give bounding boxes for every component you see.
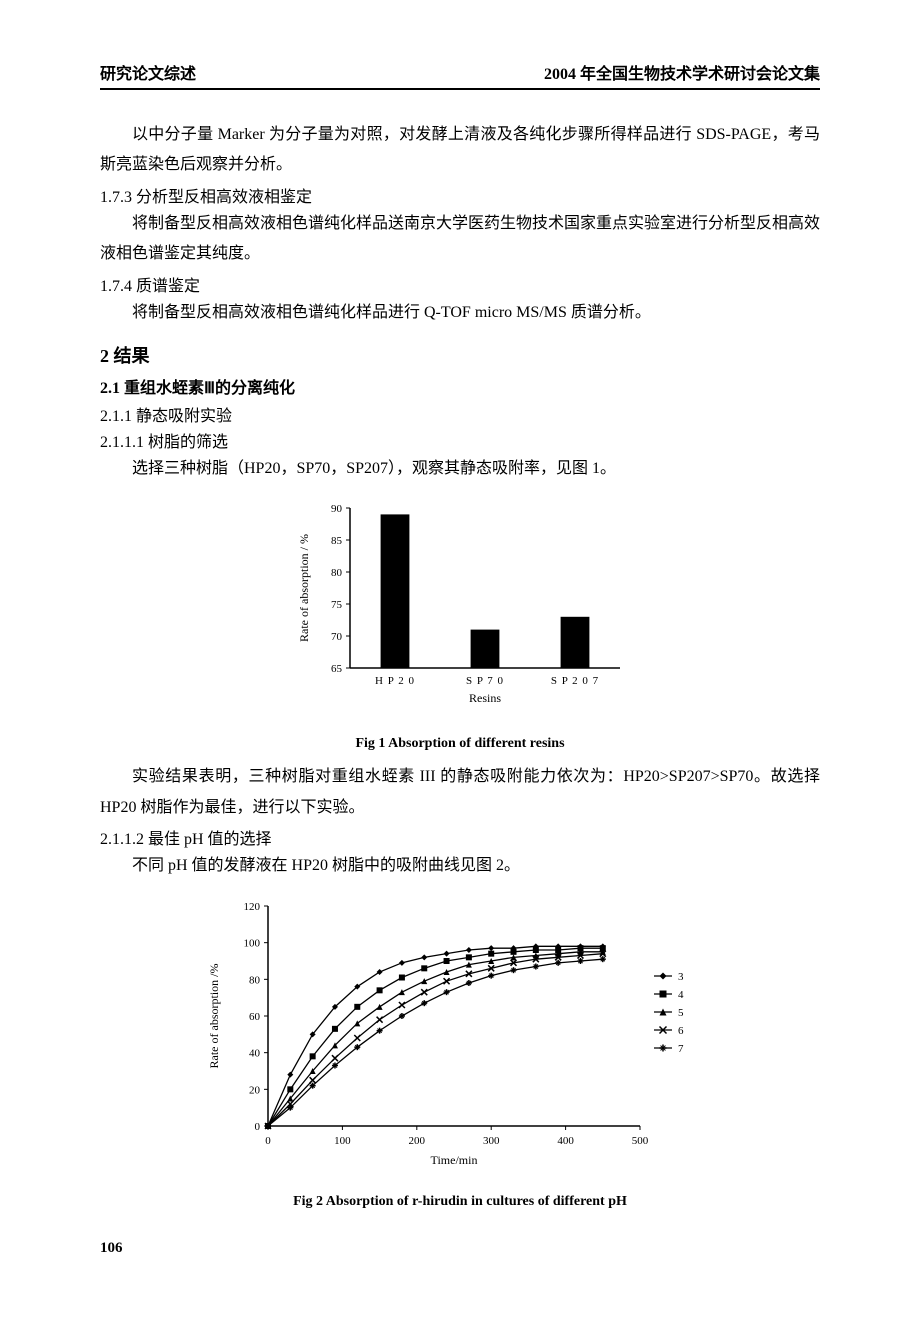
svg-text:Time/min: Time/min	[431, 1153, 478, 1167]
svg-text:80: 80	[331, 567, 343, 579]
paragraph-result1: 实验结果表明，三种树脂对重组水蛭素 III 的静态吸附能力依次为：HP20>SP…	[100, 762, 820, 823]
figure-2: 0 20 40 60 80 100 120 0 100 200 300 400 500 Time/min R…	[100, 896, 820, 1210]
svg-text:7: 7	[678, 1043, 684, 1055]
svg-text:S P 2 0 7: S P 2 0 7	[551, 675, 599, 687]
paragraph-2112: 不同 pH 值的发酵液在 HP20 树脂中的吸附曲线见图 2。	[100, 851, 820, 881]
heading-21: 2.1 重组水蛭素Ⅲ的分离纯化	[100, 374, 820, 398]
svg-text:Resins: Resins	[469, 691, 501, 705]
svg-text:3: 3	[678, 971, 684, 983]
svg-text:20: 20	[249, 1084, 261, 1096]
svg-text:H P 2 0: H P 2 0	[375, 675, 415, 687]
figure-1-caption: Fig 1 Absorption of different resins	[355, 736, 564, 752]
svg-text:200: 200	[409, 1135, 426, 1147]
svg-text:300: 300	[483, 1135, 500, 1147]
svg-text:70: 70	[331, 631, 343, 643]
svg-text:5: 5	[678, 1007, 684, 1019]
heading-2112: 2.1.1.2 最佳 pH 值的选择	[100, 825, 820, 849]
svg-text:100: 100	[334, 1135, 351, 1147]
heading-173: 1.7.3 分析型反相高效液相鉴定	[100, 183, 820, 207]
heading-2111: 2.1.1.1 树脂的筛选	[100, 428, 820, 452]
page: 研究论文综述 2004 年全国生物技术学术研讨会论文集 以中分子量 Marker…	[0, 0, 920, 1297]
paragraph-173: 将制备型反相高效液相色谱纯化样品送南京大学医药生物技术国家重点实验室进行分析型反…	[100, 209, 820, 270]
svg-text:100: 100	[244, 937, 261, 949]
svg-text:120: 120	[244, 901, 261, 913]
svg-text:80: 80	[249, 974, 261, 986]
svg-text:0: 0	[255, 1121, 261, 1133]
svg-text:Rate of absorption /%: Rate of absorption /%	[207, 963, 221, 1068]
header-left: 研究论文综述	[100, 60, 196, 84]
svg-text:90: 90	[331, 503, 343, 515]
svg-text:60: 60	[249, 1011, 261, 1023]
svg-text:S P 7 0: S P 7 0	[466, 675, 504, 687]
svg-text:400: 400	[557, 1135, 574, 1147]
svg-text:40: 40	[249, 1047, 261, 1059]
svg-text:75: 75	[331, 599, 343, 611]
svg-text:Rate of absorption / %: Rate of absorption / %	[297, 534, 311, 642]
svg-text:0: 0	[265, 1135, 271, 1147]
figure-2-chart: 0 20 40 60 80 100 120 0 100 200 300 400 500 Time/min R…	[190, 896, 730, 1176]
heading-2: 2 结果	[100, 342, 820, 368]
figure-2-caption: Fig 2 Absorption of r-hirudin in culture…	[293, 1194, 627, 1210]
page-number: 106	[100, 1240, 820, 1257]
header-right: 2004 年全国生物技术学术研讨会论文集	[544, 60, 820, 84]
svg-text:65: 65	[331, 663, 343, 675]
svg-text:85: 85	[331, 535, 343, 547]
heading-174: 1.7.4 质谱鉴定	[100, 272, 820, 296]
figure-1-chart: 65 70 75 80 85 90 H P 2 0 S P 7 0 S P 2 0 7 Resin…	[280, 498, 640, 718]
svg-text:6: 6	[678, 1025, 684, 1037]
heading-211: 2.1.1 静态吸附实验	[100, 402, 820, 426]
figure-1: 65 70 75 80 85 90 H P 2 0 S P 7 0 S P 2 0 7 Resin…	[100, 498, 820, 752]
page-header: 研究论文综述 2004 年全国生物技术学术研讨会论文集	[100, 60, 820, 90]
svg-text:4: 4	[678, 989, 684, 1001]
paragraph-intro: 以中分子量 Marker 为分子量为对照，对发酵上清液及各纯化步骤所得样品进行 …	[100, 120, 820, 181]
paragraph-2111: 选择三种树脂（HP20，SP70，SP207），观察其静态吸附率，见图 1。	[100, 454, 820, 484]
svg-text:500: 500	[632, 1135, 649, 1147]
paragraph-174: 将制备型反相高效液相色谱纯化样品进行 Q-TOF micro MS/MS 质谱分…	[100, 298, 820, 328]
